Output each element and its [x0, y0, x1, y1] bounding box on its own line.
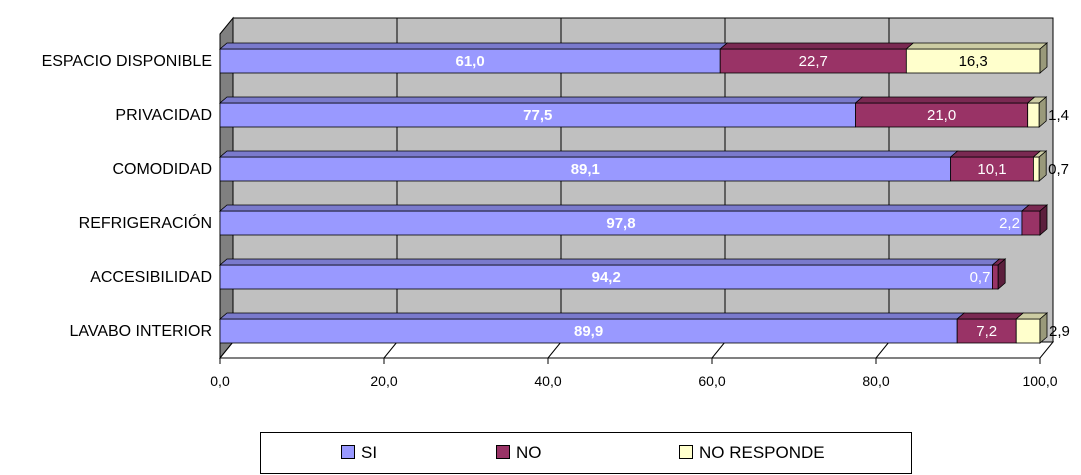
gridline-floor: [383, 341, 398, 359]
data-label-accesibilidad-no: 0,7: [970, 269, 991, 286]
bar-privacidad-si: [219, 102, 856, 128]
bar-accesibilidad-no-side: [997, 258, 1006, 290]
data-label-comodidad-no-responde: 0,7: [1048, 161, 1069, 178]
category-label-refrigeracion: REFRIGERACIÓN: [79, 213, 212, 232]
legend-item-no-responde: NO RESPONDE: [679, 443, 825, 463]
bar-accesibilidad-no: [992, 264, 999, 290]
bar-accesibilidad-si-top: [218, 258, 1001, 266]
bar-comodidad-no-top: [949, 150, 1042, 158]
bar-refrigeracion-no-side: [1039, 204, 1048, 236]
bar-comodidad-si-top: [218, 150, 959, 158]
data-label-comodidad-si: 89,1: [571, 161, 600, 178]
legend-item-no: NO: [496, 443, 542, 463]
gridline-floor: [875, 341, 890, 359]
data-label-accesibilidad-si: 94,2: [592, 269, 621, 286]
legend-label-no-responde: NO RESPONDE: [699, 443, 825, 462]
gridline-floor: [711, 341, 726, 359]
x-tick-label: 0,0: [210, 373, 230, 389]
data-label-privacidad-no-responde: 1,4: [1048, 107, 1069, 124]
bar-espacio-disponible-no-responde-top: [905, 42, 1049, 50]
x-tick-label: 20,0: [370, 373, 397, 389]
category-label-espacio-disponible: ESPACIO DISPONIBLE: [42, 53, 212, 70]
gridline-floor: [547, 341, 562, 359]
bar-lavabo-interior-no: [956, 318, 1017, 344]
bar-comodidad-no-responde-side: [1038, 150, 1047, 182]
legend-swatch-si: [341, 445, 355, 459]
plot-floor: [218, 341, 1055, 359]
data-label-espacio-disponible-no: 22,7: [799, 53, 828, 70]
x-tick-label: 100,0: [1022, 373, 1057, 389]
bar-refrigeracion-no: [1021, 210, 1041, 236]
data-label-lavabo-interior-si: 89,9: [574, 323, 603, 340]
bar-privacidad-no-responde: [1027, 102, 1040, 128]
legend-label-no: NO: [516, 443, 542, 462]
bar-lavabo-interior-si-top: [218, 312, 966, 320]
bar-espacio-disponible-no: [719, 48, 907, 74]
bar-comodidad-si: [219, 156, 952, 182]
bar-privacidad-no-responde-side: [1038, 96, 1047, 128]
category-label-privacidad: PRIVACIDAD: [115, 107, 212, 124]
data-label-comodidad-no: 10,1: [977, 161, 1006, 178]
data-label-lavabo-interior-no-responde: 2,9: [1049, 323, 1070, 340]
data-label-privacidad-no: 21,0: [927, 107, 956, 124]
category-label-accesibilidad: ACCESIBILIDAD: [90, 269, 212, 286]
bar-lavabo-interior-no-responde: [1015, 318, 1041, 344]
bar-accesibilidad-si: [219, 264, 993, 290]
bar-lavabo-interior-no-top: [956, 312, 1025, 320]
legend-swatch-no: [496, 445, 510, 459]
legend-item-si: SI: [341, 443, 377, 463]
bar-refrigeracion-si-top: [218, 204, 1031, 212]
data-label-lavabo-interior-no: 7,2: [976, 323, 997, 340]
legend-label-si: SI: [361, 443, 378, 462]
data-label-espacio-disponible-si: 61,0: [455, 53, 484, 70]
stacked-bar-chart: 0,0 20,0 40,0 60,0 80,0 100,0 ESPACIO DISPONIB…: [42, 16, 1070, 389]
bar-espacio-disponible-no-top: [719, 42, 915, 50]
x-tick-label: 60,0: [698, 373, 725, 389]
bar-espacio-disponible-no-responde-side: [1039, 42, 1048, 74]
bar-espacio-disponible-si-top: [218, 42, 729, 50]
data-label-espacio-disponible-no-responde: 16,3: [959, 53, 988, 70]
bar-privacidad-si-top: [218, 96, 864, 104]
bar-privacidad-no-top: [854, 96, 1036, 104]
category-label-lavabo-interior: LAVABO INTERIOR: [69, 323, 212, 340]
category-label-comodidad: COMODIDAD: [112, 161, 212, 178]
data-label-refrigeracion-si: 97,8: [606, 215, 635, 232]
x-tick-label: 80,0: [862, 373, 889, 389]
bar-refrigeracion-si: [219, 210, 1023, 236]
bar-lavabo-interior-no-responde-side: [1039, 312, 1048, 344]
bar-privacidad-no: [855, 102, 1029, 128]
x-tick-label: 40,0: [534, 373, 561, 389]
data-label-privacidad-si: 77,5: [523, 107, 552, 124]
bar-lavabo-interior-si: [219, 318, 958, 344]
bar-espacio-disponible-si: [219, 48, 721, 74]
bar-comodidad-no-responde: [1033, 156, 1040, 182]
legend-swatch-no-responde: [679, 445, 693, 459]
chart-legend: SI NO NO RESPONDE: [260, 432, 912, 474]
data-label-refrigeracion-no: 2,2: [999, 215, 1020, 232]
